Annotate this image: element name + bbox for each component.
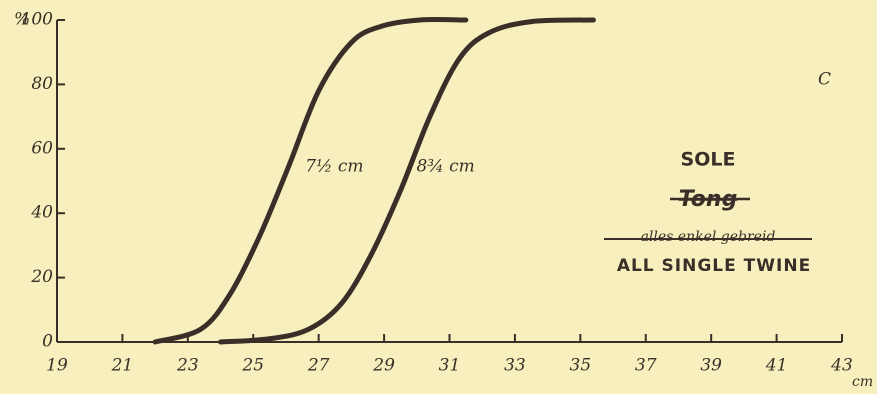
curve-label: 7½ cm: [305, 156, 363, 176]
x-tick-label: 27: [307, 356, 330, 376]
x-tick-label: 19: [46, 356, 68, 376]
x-tick-label: 21: [111, 356, 134, 376]
y-axis-label: %: [14, 10, 30, 30]
x-tick-label: 37: [635, 356, 657, 376]
x-axis-label: cm: [852, 374, 873, 390]
curve: [218, 17, 596, 345]
x-tick-label: 25: [241, 356, 264, 376]
curve-label: 8¾ cm: [416, 156, 474, 176]
y-tick-label: 100: [21, 10, 54, 30]
x-tick-label: 41: [765, 356, 788, 376]
curve: [152, 17, 469, 345]
x-tick-label: 43: [830, 356, 853, 376]
y-tick-label: 20: [30, 267, 53, 287]
species: SOLE: [681, 149, 736, 171]
x-tick-label: 31: [439, 356, 461, 376]
x-tick-label: 35: [570, 356, 592, 376]
gear-struck: alles enkel gebreid: [641, 229, 776, 245]
gear: ALL SINGLE TWINE: [617, 256, 811, 276]
x-tick-label: 29: [372, 356, 395, 376]
y-tick-label: 0: [42, 332, 53, 352]
x-tick-label: 23: [176, 356, 199, 376]
panel-label: C: [818, 70, 831, 90]
y-tick-label: 80: [31, 74, 53, 94]
x-tick-label: 33: [504, 356, 526, 376]
y-tick-label: 60: [31, 138, 53, 158]
y-tick-label: 40: [30, 203, 53, 223]
x-tick-label: 39: [700, 356, 722, 376]
